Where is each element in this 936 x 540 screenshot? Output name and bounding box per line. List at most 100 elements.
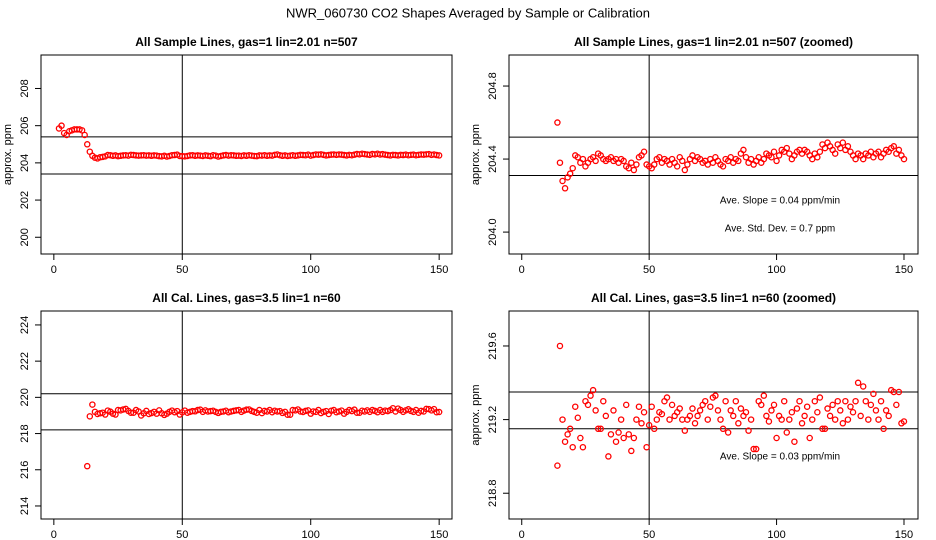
point	[564, 431, 571, 438]
point	[808, 416, 816, 423]
point	[589, 386, 597, 394]
x-tick-label: 150	[895, 264, 913, 276]
point	[681, 166, 689, 174]
y-tick-label: 219.2	[487, 406, 499, 434]
y-tick-label: 222	[19, 352, 31, 370]
point	[579, 155, 587, 163]
point	[839, 420, 847, 427]
point	[824, 405, 831, 412]
point	[645, 421, 653, 429]
point	[597, 425, 604, 433]
y-tick-label: 204.0	[487, 218, 499, 246]
point	[663, 394, 671, 401]
point	[633, 161, 640, 168]
point	[610, 407, 617, 414]
point	[566, 170, 574, 177]
point	[689, 405, 696, 412]
point	[127, 409, 135, 416]
point	[745, 427, 752, 434]
y-axis-label: approx. ppm	[470, 124, 482, 185]
y-tick-label: 220	[19, 388, 31, 406]
point	[885, 412, 892, 420]
point	[801, 412, 808, 420]
point	[872, 407, 880, 414]
point	[433, 408, 440, 416]
point	[572, 403, 579, 410]
point	[628, 447, 635, 455]
panel-title: All Cal. Lines, gas=3.5 lin=1 n=60	[152, 291, 341, 305]
x-tick-label: 0	[51, 529, 57, 540]
point	[854, 379, 862, 387]
point	[719, 425, 727, 433]
y-tick-label: 214	[19, 497, 31, 515]
point	[900, 418, 908, 425]
point	[729, 412, 737, 420]
point	[796, 397, 803, 405]
point	[686, 412, 694, 420]
point	[554, 462, 561, 469]
point	[770, 401, 778, 409]
y-tick-label: 216	[19, 461, 31, 479]
y-tick-label: 219.6	[487, 332, 499, 360]
panel-title: All Sample Lines, gas=1 lin=2.01 n=507 (…	[574, 35, 853, 49]
point	[826, 412, 834, 420]
point	[747, 416, 755, 423]
point	[648, 403, 655, 410]
point	[806, 434, 813, 442]
point	[791, 438, 798, 445]
point	[676, 405, 683, 412]
point	[577, 434, 584, 442]
point	[895, 146, 903, 154]
point	[811, 397, 819, 405]
point	[783, 144, 791, 152]
point	[58, 122, 65, 129]
x-tick-label: 100	[767, 264, 785, 276]
point	[859, 383, 867, 390]
y-tick-label: 218.8	[487, 479, 499, 507]
point	[666, 416, 673, 423]
point	[773, 157, 780, 165]
plot-frame	[40, 310, 453, 520]
point	[847, 403, 854, 410]
point	[435, 152, 443, 159]
point	[691, 420, 699, 427]
point	[844, 143, 852, 150]
point	[819, 425, 826, 433]
point	[740, 146, 747, 154]
y-axis-label: approx. ppm	[470, 384, 482, 445]
plot-frame	[40, 54, 453, 255]
point	[893, 401, 900, 409]
point	[607, 431, 615, 438]
point	[793, 405, 801, 412]
point	[834, 397, 841, 405]
point	[628, 159, 635, 166]
plot-frame	[508, 310, 919, 520]
point	[831, 416, 839, 423]
point	[78, 127, 86, 134]
point	[829, 401, 836, 409]
point	[587, 392, 594, 399]
point	[640, 408, 648, 416]
point	[763, 412, 770, 420]
point	[592, 407, 599, 414]
point	[284, 411, 291, 418]
point	[742, 153, 750, 161]
point	[839, 139, 847, 146]
y-tick-label: 204.8	[487, 72, 499, 100]
point	[880, 425, 887, 433]
point	[752, 445, 760, 453]
point	[842, 397, 849, 405]
y-tick-label: 204.4	[487, 145, 499, 173]
point	[775, 152, 783, 159]
point	[302, 407, 309, 415]
annotation: Ave. Slope = 0.03 ppm/min	[720, 452, 840, 463]
point	[566, 425, 574, 433]
point	[574, 414, 582, 422]
x-tick-label: 150	[430, 529, 448, 540]
point	[612, 438, 620, 445]
y-tick-label: 208	[19, 79, 31, 97]
y-tick-label: 206	[19, 116, 31, 134]
point	[707, 403, 714, 410]
point	[594, 425, 602, 433]
x-tick-label: 100	[302, 264, 320, 276]
